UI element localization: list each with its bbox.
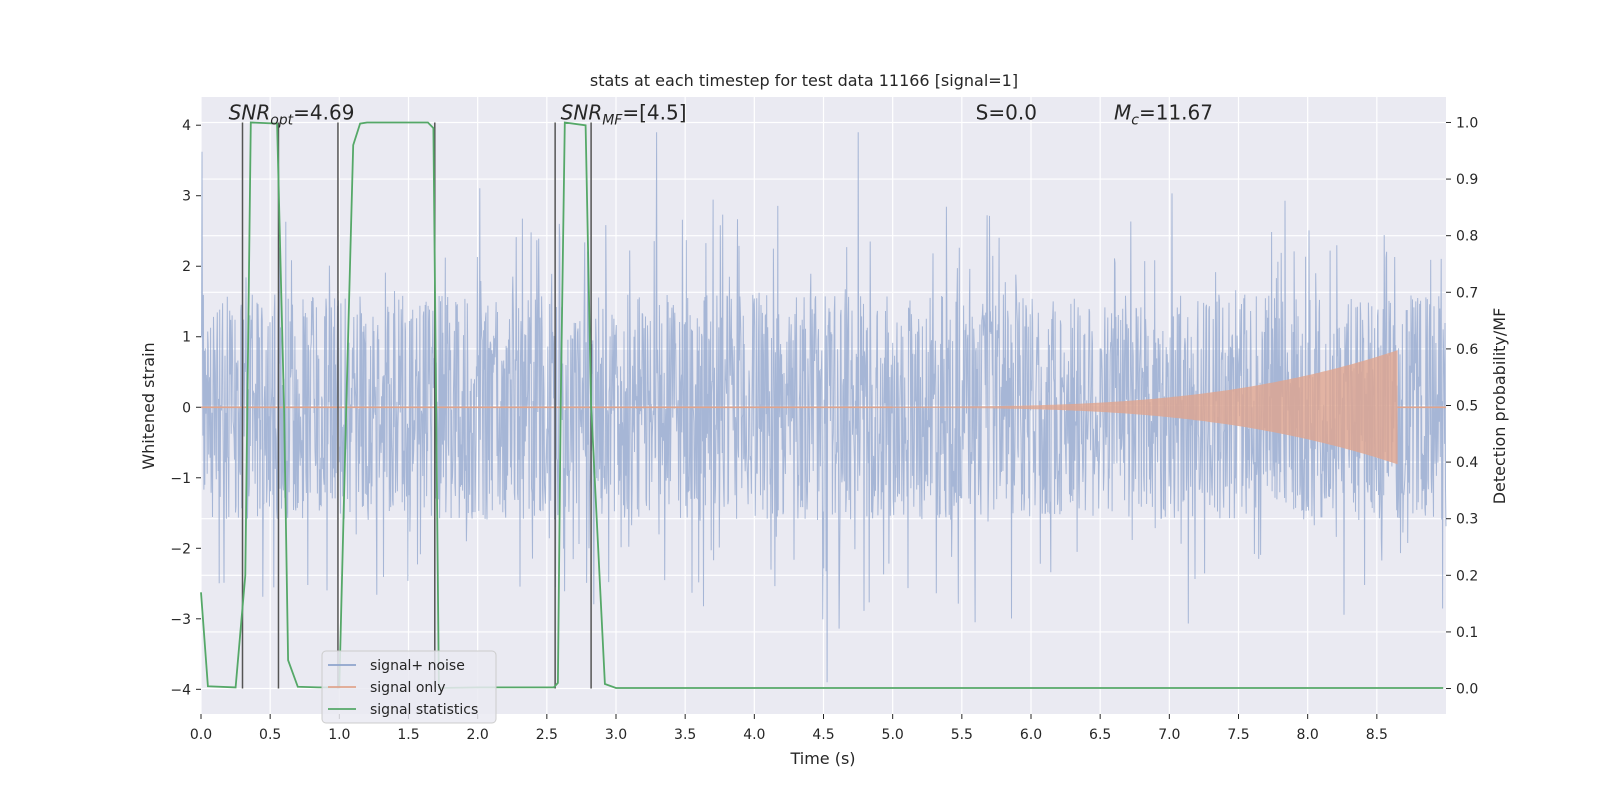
- y-left-tick-label: −4: [170, 682, 191, 698]
- y-axis-left-label: Whitened strain: [139, 342, 158, 469]
- annotation: SNRopt=4.69: [229, 101, 355, 129]
- noise-line: [200, 132, 1447, 683]
- x-tick-label: 6.0: [1020, 727, 1042, 743]
- signal-chirp: [892, 350, 1398, 465]
- y-right-tick-label: 0.7: [1456, 285, 1478, 301]
- annotations: SNRopt=4.69 SNRMF=[4.5] S=0.0 Mc=11.67: [229, 101, 1213, 129]
- y-right-tick-label: 0.5: [1456, 399, 1478, 415]
- annotation: S=0.0: [976, 101, 1037, 125]
- x-tick-label: 5.5: [951, 727, 973, 743]
- y-right-tick-label: 0.6: [1456, 342, 1478, 358]
- legend: signal+ noise signal only signal statistic…: [321, 650, 497, 724]
- x-tick-label: 4.5: [812, 727, 834, 743]
- y-left-tick-label: 4: [182, 118, 191, 134]
- legend-box: [321, 650, 497, 724]
- stats-line: [200, 121, 1444, 689]
- y-right-tick-label: 0.9: [1456, 172, 1478, 188]
- x-tick-label: 1.0: [328, 727, 350, 743]
- y-left-tick-label: 3: [182, 189, 191, 205]
- y-right-tick-label: 0.2: [1456, 568, 1478, 584]
- x-tick-label: 6.5: [1089, 727, 1111, 743]
- x-tick-label: 5.0: [882, 727, 904, 743]
- y-right-tick-label: 0.0: [1456, 682, 1478, 698]
- y-left-tick-label: 2: [182, 259, 191, 275]
- x-tick-label: 7.0: [1158, 727, 1180, 743]
- x-tick-label: 4.0: [743, 727, 765, 743]
- x-tick-label: 3.5: [674, 727, 696, 743]
- x-tick-label: 2.0: [467, 727, 489, 743]
- y-axis-right: 0.0 0.1 0.2 0.3 0.4 0.5 0.6 0.7 0.8 0.9 1.0: [1446, 115, 1478, 698]
- y-axis-left: −4 −3 −2 −1 0 1 2 3 4: [170, 118, 201, 698]
- stats-series: [200, 121, 1444, 689]
- chart-title: stats at each timestep for test data 111…: [590, 71, 1018, 90]
- x-axis: 0.0 0.5 1.0 1.5 2.0 2.5 3.0 3.5 4.0 4.5 5.0 5.5 6.0 6…: [190, 714, 1388, 743]
- y-left-tick-label: 0: [182, 400, 191, 416]
- x-tick-label: 3.0: [605, 727, 627, 743]
- y-right-tick-label: 0.3: [1456, 512, 1478, 528]
- y-axis-right-label: Detection probability/MF: [1490, 308, 1509, 505]
- signal-series: [201, 350, 1446, 465]
- x-tick-label: 7.5: [1227, 727, 1249, 743]
- x-tick-label: 2.5: [536, 727, 558, 743]
- x-tick-label: 0.0: [190, 727, 212, 743]
- y-right-tick-label: 0.8: [1456, 229, 1478, 245]
- y-right-tick-label: 0.4: [1456, 455, 1478, 471]
- x-tick-label: 8.0: [1297, 727, 1319, 743]
- legend-label: signal only: [370, 680, 445, 696]
- x-tick-label: 1.5: [397, 727, 419, 743]
- noise-series: [200, 132, 1447, 683]
- legend-label: signal+ noise: [370, 658, 465, 674]
- legend-label: signal statistics: [370, 702, 478, 718]
- x-tick-label: 8.5: [1366, 727, 1388, 743]
- annotation: Mc=11.67: [1114, 101, 1213, 129]
- x-axis-label: Time (s): [789, 749, 855, 768]
- y-left-tick-label: −2: [170, 541, 191, 557]
- annotation: SNRMF=[4.5]: [561, 101, 687, 129]
- y-left-tick-label: 1: [182, 330, 191, 346]
- y-right-tick-label: 1.0: [1456, 115, 1478, 131]
- y-left-tick-label: −3: [170, 612, 191, 628]
- y-left-tick-label: −1: [170, 471, 191, 487]
- x-tick-label: 0.5: [259, 727, 281, 743]
- y-right-tick-label: 0.1: [1456, 625, 1478, 641]
